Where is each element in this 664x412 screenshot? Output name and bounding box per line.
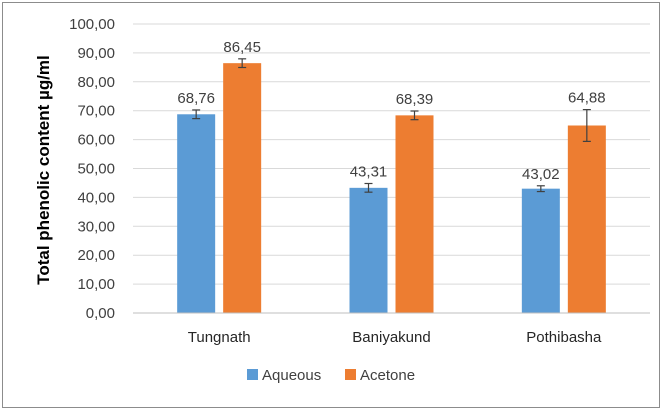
- bar-aqueous-tungnath: [177, 114, 216, 313]
- data-label: 68,39: [396, 91, 434, 108]
- gridlines: [133, 23, 650, 285]
- legend: Aqueous Acetone: [247, 367, 415, 384]
- legend-label-acetone: Acetone: [360, 367, 415, 384]
- y-tick-label: 20,00: [77, 247, 115, 264]
- bar-acetone-tungnath: [223, 63, 262, 313]
- data-label: 43,02: [522, 166, 560, 183]
- bars: [177, 63, 606, 314]
- data-label: 86,45: [223, 39, 261, 56]
- data-label: 64,88: [568, 90, 606, 107]
- y-tick-label: 30,00: [77, 218, 115, 235]
- y-tick-label: 60,00: [77, 132, 115, 149]
- legend-swatch-aqueous: [247, 369, 258, 380]
- data-label: 43,31: [350, 163, 388, 180]
- legend-swatch-acetone: [345, 369, 356, 380]
- x-category-label: Pothibasha: [526, 329, 602, 346]
- y-axis-label: Total phenolic content µg/ml: [34, 55, 53, 285]
- legend-label-aqueous: Aqueous: [262, 367, 321, 384]
- y-tick-label: 80,00: [77, 74, 115, 91]
- y-tick-label: 10,00: [77, 276, 115, 293]
- data-labels: 68,76 86,45 43,31 68,39 43,02 64,88: [177, 39, 605, 183]
- bar-acetone-baniyakund: [395, 115, 434, 313]
- y-axis-ticks: 0,00 10,00 20,00 30,00 40,00 50,00 60,00 70,00 8…: [69, 16, 115, 322]
- x-category-label: Tungnath: [188, 329, 251, 346]
- bar-acetone-pothibasha: [567, 125, 606, 314]
- bar-aqueous-pothibasha: [521, 188, 560, 313]
- y-tick-label: 0,00: [86, 305, 115, 322]
- y-tick-label: 40,00: [77, 189, 115, 206]
- y-tick-label: 50,00: [77, 161, 115, 178]
- x-axis-categories: Tungnath Baniyakund Pothibasha: [188, 329, 602, 346]
- y-tick-label: 90,00: [77, 45, 115, 62]
- y-tick-label: 70,00: [77, 103, 115, 120]
- data-label: 68,76: [177, 90, 215, 107]
- y-tick-label: 100,00: [69, 16, 115, 33]
- x-category-label: Baniyakund: [352, 329, 430, 346]
- bar-aqueous-baniyakund: [349, 187, 388, 313]
- error-bars: [192, 58, 591, 193]
